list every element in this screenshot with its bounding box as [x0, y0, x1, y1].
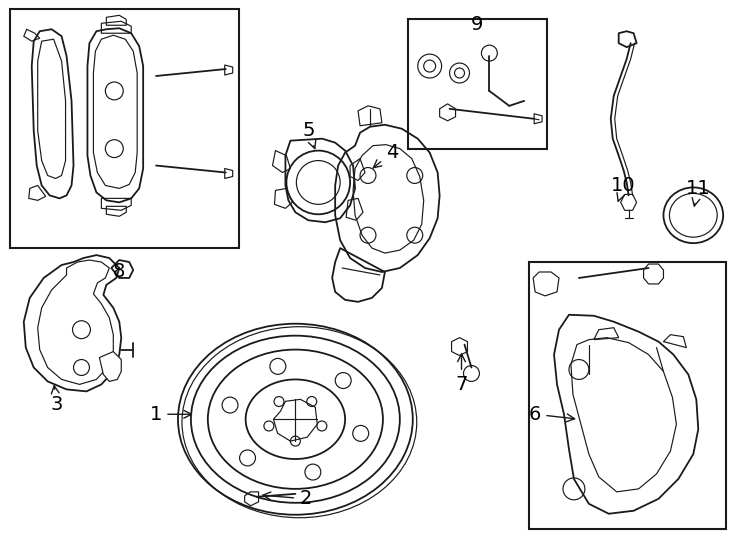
Text: 6: 6 [529, 405, 575, 424]
Text: 4: 4 [374, 143, 398, 168]
Text: 1: 1 [150, 405, 192, 424]
Bar [529, 262, 726, 529]
Text: 11: 11 [686, 179, 711, 206]
Text: 5: 5 [302, 121, 316, 149]
Text: 7: 7 [455, 354, 468, 394]
Text: 3: 3 [51, 386, 63, 414]
Text: 8: 8 [113, 262, 126, 281]
Text: 2: 2 [263, 489, 311, 508]
Text: 9: 9 [471, 15, 484, 35]
Text: 10: 10 [611, 176, 636, 201]
Polygon shape [99, 352, 121, 381]
Bar [408, 19, 547, 148]
Bar [10, 9, 239, 248]
